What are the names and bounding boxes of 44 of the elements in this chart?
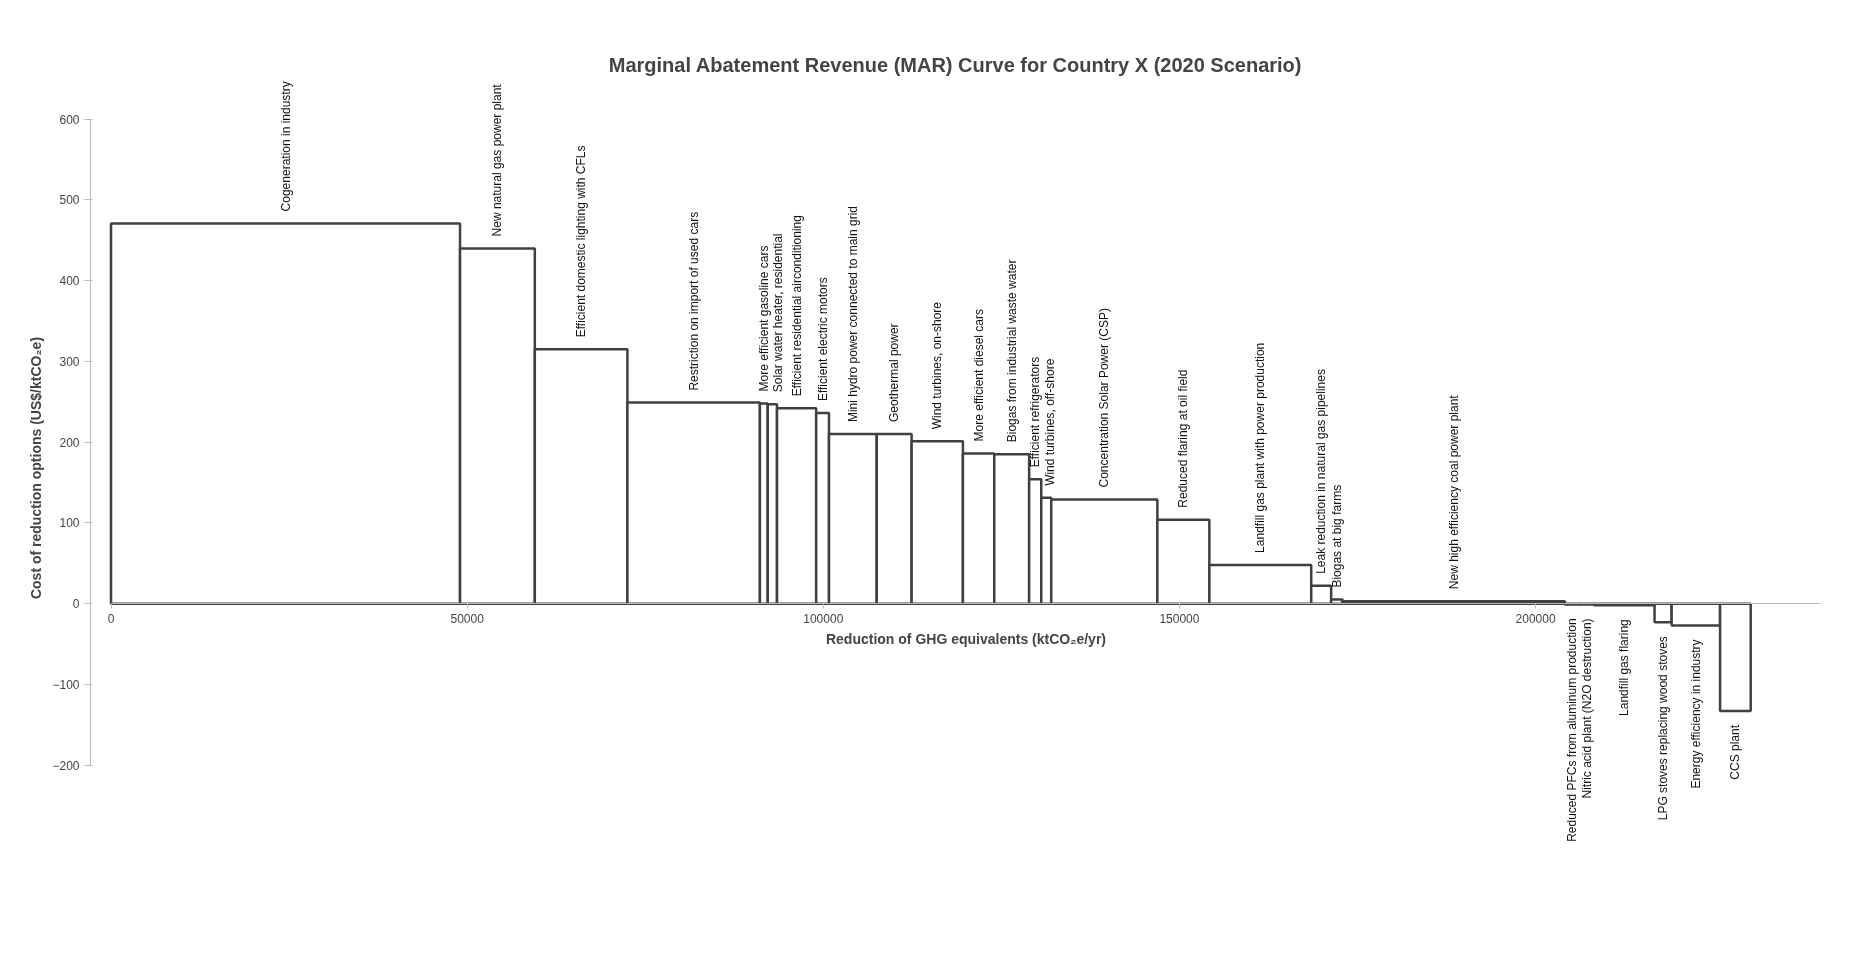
y-tick-label: 400 — [59, 274, 80, 289]
category-label: New natural gas power plant — [490, 84, 505, 237]
category-label: CCS plant — [1728, 724, 1743, 780]
y-tick-label: 0 — [72, 597, 80, 612]
y-tick-label: 300 — [59, 354, 80, 369]
category-label: Concentration Solar Power (CSP) — [1097, 308, 1112, 488]
category-label: Mini hydro power connected to main grid — [845, 205, 860, 423]
category-label: Landfill gas flaring — [1617, 619, 1632, 716]
y-tick-label: 100 — [59, 516, 80, 531]
category-label: Nitric acid plant (N2O destruction) — [1579, 618, 1594, 799]
category-label: Efficient residential airconditioning — [789, 215, 804, 397]
y-axis-title: Cost of reduction options (US$/ktCO₂e) — [28, 336, 45, 600]
category-label: Efficient refrigerators — [1028, 356, 1043, 468]
category-label: Landfill gas plant with power production — [1253, 342, 1268, 553]
category-label: Geothermal power — [887, 323, 902, 423]
category-label: New high efficiency coal power plant — [1446, 395, 1461, 590]
category-label: Biogas from industrial waste water — [1004, 259, 1019, 443]
category-label: Cogeneration in industry — [278, 81, 293, 212]
category-label: Solar water heater, residential — [771, 233, 786, 393]
x-tick-label: 0 — [107, 611, 115, 626]
y-tick-label: −100 — [52, 677, 80, 692]
x-tick-label: 50000 — [450, 611, 485, 626]
y-tick-label: 200 — [59, 435, 80, 450]
category-label: Restriction on import of used cars — [686, 211, 701, 391]
category-label: Energy efficiency in industry — [1688, 639, 1703, 789]
category-label: More efficient diesel cars — [971, 308, 986, 442]
y-tick-label: −200 — [52, 758, 80, 773]
category-label: Wind turbines, off-shore — [1042, 358, 1057, 486]
category-label: Biogas at big farms — [1329, 484, 1344, 588]
category-label: Leak reduction in natural gas pipelines — [1314, 369, 1329, 574]
chart-title: Marginal Abatement Revenue (MAR) Curve for Country X (2020 Scenario) — [608, 53, 1302, 76]
category-label: Wind turbines, on-shore — [930, 301, 945, 430]
category-label: Reduced PFCs from aluminum production — [1565, 618, 1580, 842]
category-label: Efficient electric motors — [815, 277, 830, 402]
category-label: Efficient domestic lighting with CFLs — [574, 145, 589, 338]
x-tick-label: 100000 — [803, 611, 844, 626]
x-axis-title: Reduction of GHG equivalents (ktCO₂e/yr) — [825, 630, 1107, 647]
y-tick-label: 500 — [59, 193, 80, 208]
y-tick-label: 600 — [59, 112, 80, 127]
x-tick-label: 150000 — [1159, 611, 1200, 626]
x-tick-label: 200000 — [1515, 611, 1556, 626]
category-label: More efficient gasoline cars — [756, 245, 771, 392]
category-label: LPG stoves replacing wood stoves — [1656, 636, 1671, 821]
category-label: Reduced flaring at oil field — [1176, 369, 1191, 508]
